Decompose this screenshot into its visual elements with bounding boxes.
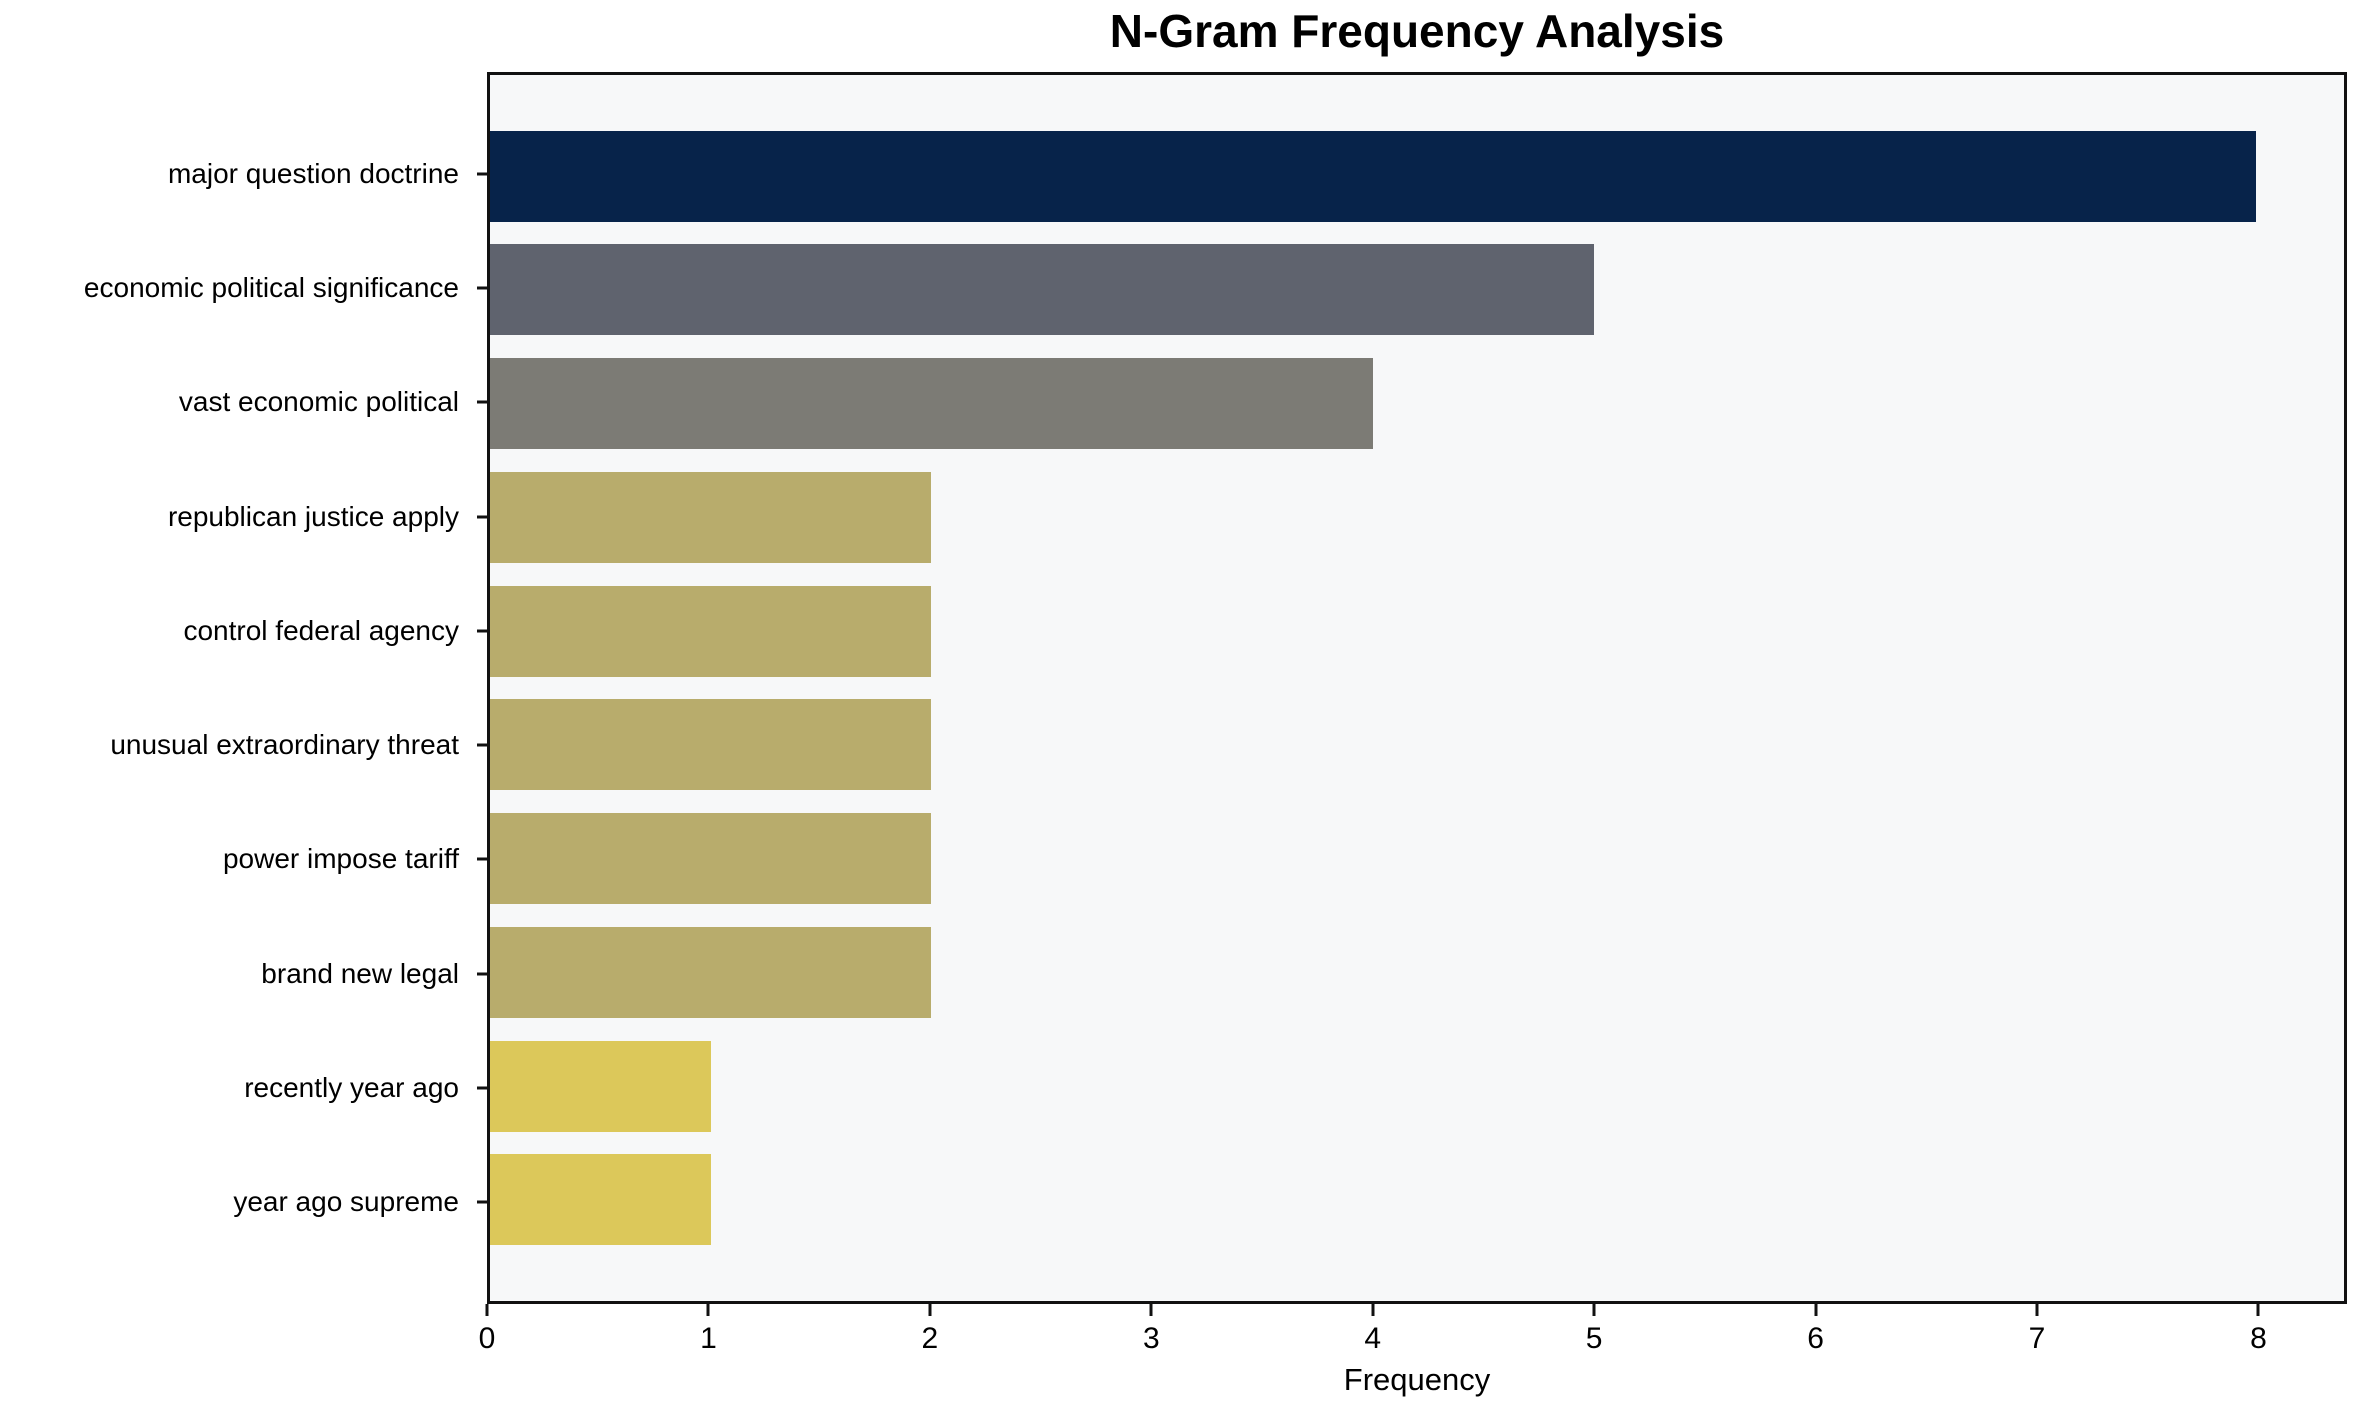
y-axis: major question doctrine economic politica… xyxy=(0,72,487,1304)
x-tick-mark xyxy=(2035,1304,2039,1316)
x-tick-mark xyxy=(1149,1304,1153,1316)
x-axis: 0 1 2 3 4 5 6 7 8 xyxy=(479,1304,2347,1384)
x-tick-label: 0 xyxy=(478,1322,496,1355)
x-tick-label: 4 xyxy=(1364,1322,1382,1355)
y-tick-mark xyxy=(477,972,487,976)
x-tick-label: 1 xyxy=(700,1322,717,1355)
x-tick-mark xyxy=(1592,1304,1596,1316)
x-tick-mark xyxy=(928,1304,932,1316)
y-tick-label-power-impose-tariff: power impose tariff xyxy=(222,843,459,875)
y-tick-label-major-question-doctrine: major question doctrine xyxy=(167,157,459,189)
bar-recently-year-ago xyxy=(490,1040,711,1132)
plot-area xyxy=(487,72,2347,1304)
x-tick-mark xyxy=(1371,1304,1375,1316)
x-tick-label: 7 xyxy=(2028,1322,2046,1355)
x-axis-label: Frequency xyxy=(1343,1362,1491,1397)
bar-unusual-extraordinary-threat xyxy=(490,699,932,791)
y-tick-label-unusual-extraordinary-threat: unusual extraordinary threat xyxy=(110,729,459,761)
y-tick-label-brand-new-legal: brand new legal xyxy=(261,957,459,989)
bar-economic-political-significance xyxy=(490,244,1594,336)
y-tick-label-control-federal-agency: control federal agency xyxy=(183,614,459,646)
bar-brand-new-legal xyxy=(490,926,932,1018)
x-tick-mark xyxy=(2256,1304,2260,1316)
bar-power-impose-tariff xyxy=(490,813,932,905)
x-tick-mark xyxy=(1814,1304,1818,1316)
y-tick-mark xyxy=(477,1086,487,1090)
y-tick-mark xyxy=(477,1200,487,1204)
x-tick-label: 8 xyxy=(2250,1322,2267,1355)
y-tick-mark xyxy=(477,400,487,404)
y-tick-mark xyxy=(477,515,487,519)
x-tick-label: 5 xyxy=(1585,1322,1603,1355)
y-tick-mark xyxy=(477,857,487,861)
x-tick-label: 2 xyxy=(921,1322,939,1355)
bar-vast-economic-political xyxy=(490,358,1373,450)
chart-title: N-Gram Frequency Analysis xyxy=(1109,5,1725,57)
y-tick-mark xyxy=(477,172,487,176)
bars-container xyxy=(490,75,2344,1301)
y-tick-mark xyxy=(477,743,487,747)
y-tick-mark xyxy=(477,629,487,633)
x-tick-label: 6 xyxy=(1807,1322,1824,1355)
y-tick-label-republican-justice-apply: republican justice apply xyxy=(167,500,459,532)
bar-year-ago-supreme xyxy=(490,1154,711,1246)
bar-control-federal-agency xyxy=(490,585,932,677)
bar-republican-justice-apply xyxy=(490,471,932,563)
bar-major-question-doctrine xyxy=(490,130,2256,222)
x-tick-label: 3 xyxy=(1142,1322,1160,1355)
y-tick-label-vast-economic-political: vast economic political xyxy=(178,386,459,418)
y-tick-label-economic-political-significance: economic political significance xyxy=(83,272,459,303)
y-tick-label-recently-year-ago: recently year ago xyxy=(244,1072,459,1103)
x-tick-mark xyxy=(706,1304,710,1316)
y-tick-mark xyxy=(477,286,487,290)
x-tick-mark xyxy=(485,1304,489,1316)
y-tick-label-year-ago-supreme: year ago supreme xyxy=(233,1186,459,1218)
